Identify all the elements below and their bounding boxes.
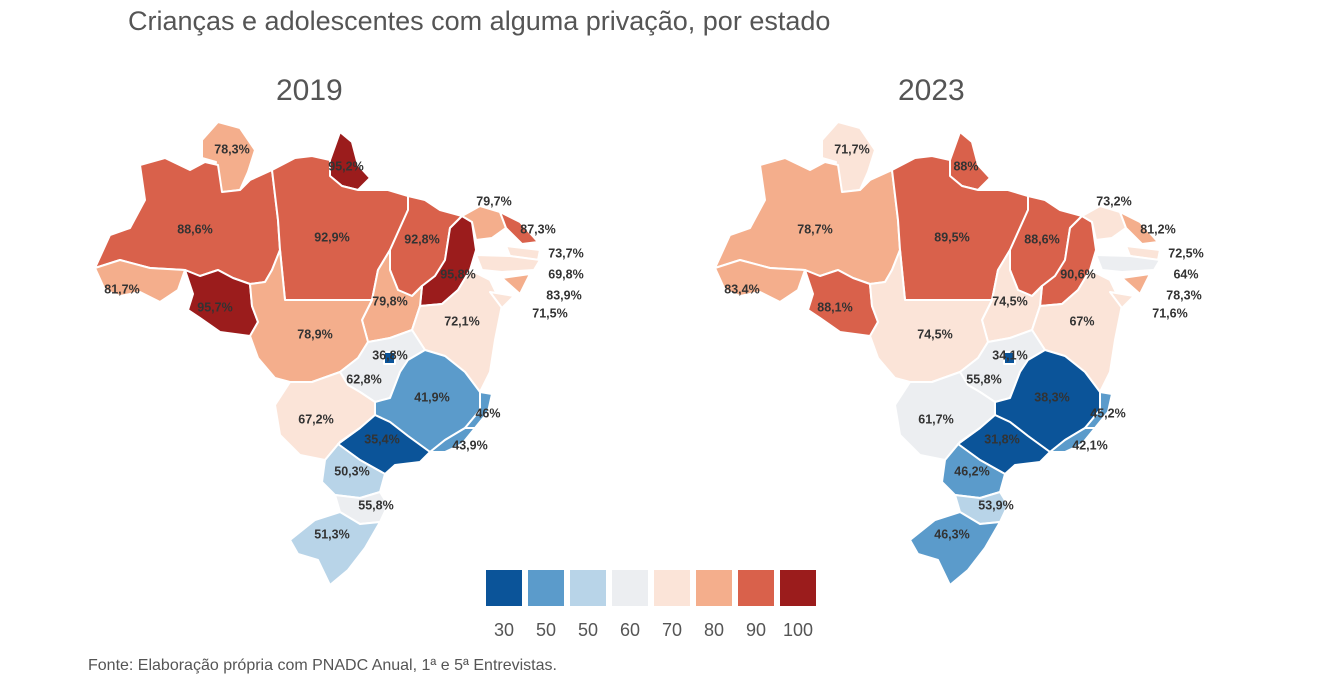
state-label-sc-2019: 55,8%	[358, 498, 393, 512]
legend-label-1: 30	[493, 620, 515, 640]
state-label-am-2023: 78,7%	[797, 222, 832, 236]
state-rs-2019	[289, 511, 381, 586]
state-label-pi-2019: 95,8%	[440, 267, 475, 281]
state-al-2023	[1121, 273, 1151, 295]
legend-swatch-3	[570, 570, 606, 606]
state-label-pe-2019: 69,8%	[548, 267, 583, 281]
state-label-to-2019: 79,8%	[372, 294, 407, 308]
state-label-ms-2023: 61,7%	[918, 412, 953, 426]
legend-swatch-8	[780, 570, 816, 606]
state-label-pr-2019: 50,3%	[334, 464, 369, 478]
year-2023-heading: 2023	[898, 74, 965, 107]
state-label-rr-2019: 78,3%	[214, 142, 249, 156]
state-pr-2023	[941, 427, 1006, 499]
state-label-ap-2023: 88%	[953, 159, 978, 173]
state-label-am-2019: 88,6%	[177, 222, 212, 236]
state-label-ac-2023: 83,4%	[724, 282, 759, 296]
source-note: Fonte: Elaboração própria com PNADC Anua…	[88, 657, 557, 674]
state-label-ce-2023: 73,2%	[1096, 194, 1131, 208]
legend-label-6: 80	[703, 620, 725, 640]
legend-swatch-4	[612, 570, 648, 606]
state-label-mt-2023: 74,5%	[917, 327, 952, 341]
state-al-2019	[501, 273, 531, 295]
state-label-es-2023: 45,2%	[1090, 406, 1125, 420]
state-ce-2023	[1081, 205, 1127, 241]
state-label-pa-2019: 92,9%	[314, 230, 349, 244]
state-label-sp-2019: 35,4%	[364, 432, 399, 446]
state-ac-2023	[714, 259, 806, 303]
state-label-df-2019: 36,8%	[372, 348, 407, 362]
state-pe-2019	[475, 254, 541, 273]
state-pr-2019	[321, 427, 386, 499]
state-label-mg-2019: 41,9%	[414, 390, 449, 404]
legend-label-8: 100	[782, 620, 814, 640]
state-df-2023	[1003, 351, 1016, 365]
state-pe-2023	[1095, 254, 1161, 273]
state-label-pe-2023: 64%	[1173, 267, 1198, 281]
legend-label-3: 50	[577, 620, 599, 640]
legend-label-2: 50	[535, 620, 557, 640]
state-label-ma-2019: 92,8%	[404, 232, 439, 246]
state-rs-2023	[909, 511, 1001, 586]
state-label-go-2023: 55,8%	[966, 372, 1001, 386]
legend-label-5: 70	[661, 620, 683, 640]
state-label-to-2023: 74,5%	[992, 294, 1027, 308]
state-label-ba-2023: 67%	[1069, 314, 1094, 328]
state-label-rj-2019: 43,9%	[452, 438, 487, 452]
state-label-ce-2019: 79,7%	[476, 194, 511, 208]
state-label-sc-2023: 53,9%	[978, 498, 1013, 512]
year-2019-heading: 2019	[276, 74, 343, 107]
state-label-rs-2023: 46,3%	[934, 527, 969, 541]
state-label-se-2019: 71,5%	[532, 306, 567, 320]
state-label-df-2023: 34,1%	[992, 348, 1027, 362]
state-label-ap-2019: 95,2%	[328, 159, 363, 173]
chart-title: Crianças e adolescentes com alguma priva…	[128, 6, 831, 36]
state-label-pb-2023: 72,5%	[1168, 246, 1203, 260]
state-se-2019	[489, 291, 515, 309]
state-label-al-2019: 83,9%	[546, 288, 581, 302]
state-rj-2019	[429, 427, 476, 453]
legend-swatch-5	[654, 570, 690, 606]
state-label-pa-2023: 89,5%	[934, 230, 969, 244]
state-label-es-2019: 46%	[475, 406, 500, 420]
state-label-go-2019: 62,8%	[346, 372, 381, 386]
legend-swatch-6	[696, 570, 732, 606]
state-label-pi-2023: 90,6%	[1060, 267, 1095, 281]
state-ac-2019	[94, 259, 186, 303]
state-label-sp-2023: 31,8%	[984, 432, 1019, 446]
legend-swatch-2	[528, 570, 564, 606]
state-label-rn-2019: 87,3%	[520, 222, 555, 236]
state-label-ac-2019: 81,7%	[104, 282, 139, 296]
state-label-al-2023: 78,3%	[1166, 288, 1201, 302]
state-rj-2023	[1049, 427, 1096, 453]
state-label-rn-2023: 81,2%	[1140, 222, 1175, 236]
state-label-rs-2019: 51,3%	[314, 527, 349, 541]
state-label-pb-2019: 73,7%	[548, 246, 583, 260]
state-ce-2019	[461, 205, 507, 241]
state-label-ba-2019: 72,1%	[444, 314, 479, 328]
state-label-rr-2023: 71,7%	[834, 142, 869, 156]
legend-swatch-7	[738, 570, 774, 606]
state-label-mg-2023: 38,3%	[1034, 390, 1069, 404]
state-rn-2019	[499, 211, 539, 245]
state-label-se-2023: 71,6%	[1152, 306, 1187, 320]
state-df-2019	[383, 351, 396, 365]
map-2023: 71,7% 78,7% 88% 89,5% 88,6% 90,6% 83,4% 88,1% 74…	[714, 121, 1204, 586]
legend-label-7: 90	[745, 620, 767, 640]
state-label-ro-2023: 88,1%	[817, 300, 852, 314]
state-se-2023	[1109, 291, 1135, 309]
state-label-rj-2023: 42,1%	[1072, 438, 1107, 452]
map-2019: 78,3% 88,6% 95,2% 92,9% 92,8% 95,8% 81,7% 95,7%…	[94, 121, 584, 586]
state-label-pr-2023: 46,2%	[954, 464, 989, 478]
state-label-ma-2023: 88,6%	[1024, 232, 1059, 246]
state-label-ms-2019: 67,2%	[298, 412, 333, 426]
state-label-ro-2019: 95,7%	[197, 300, 232, 314]
state-label-mt-2019: 78,9%	[297, 327, 332, 341]
state-rn-2023	[1119, 211, 1159, 245]
legend-swatch-1	[486, 570, 522, 606]
legend-label-4: 60	[619, 620, 641, 640]
